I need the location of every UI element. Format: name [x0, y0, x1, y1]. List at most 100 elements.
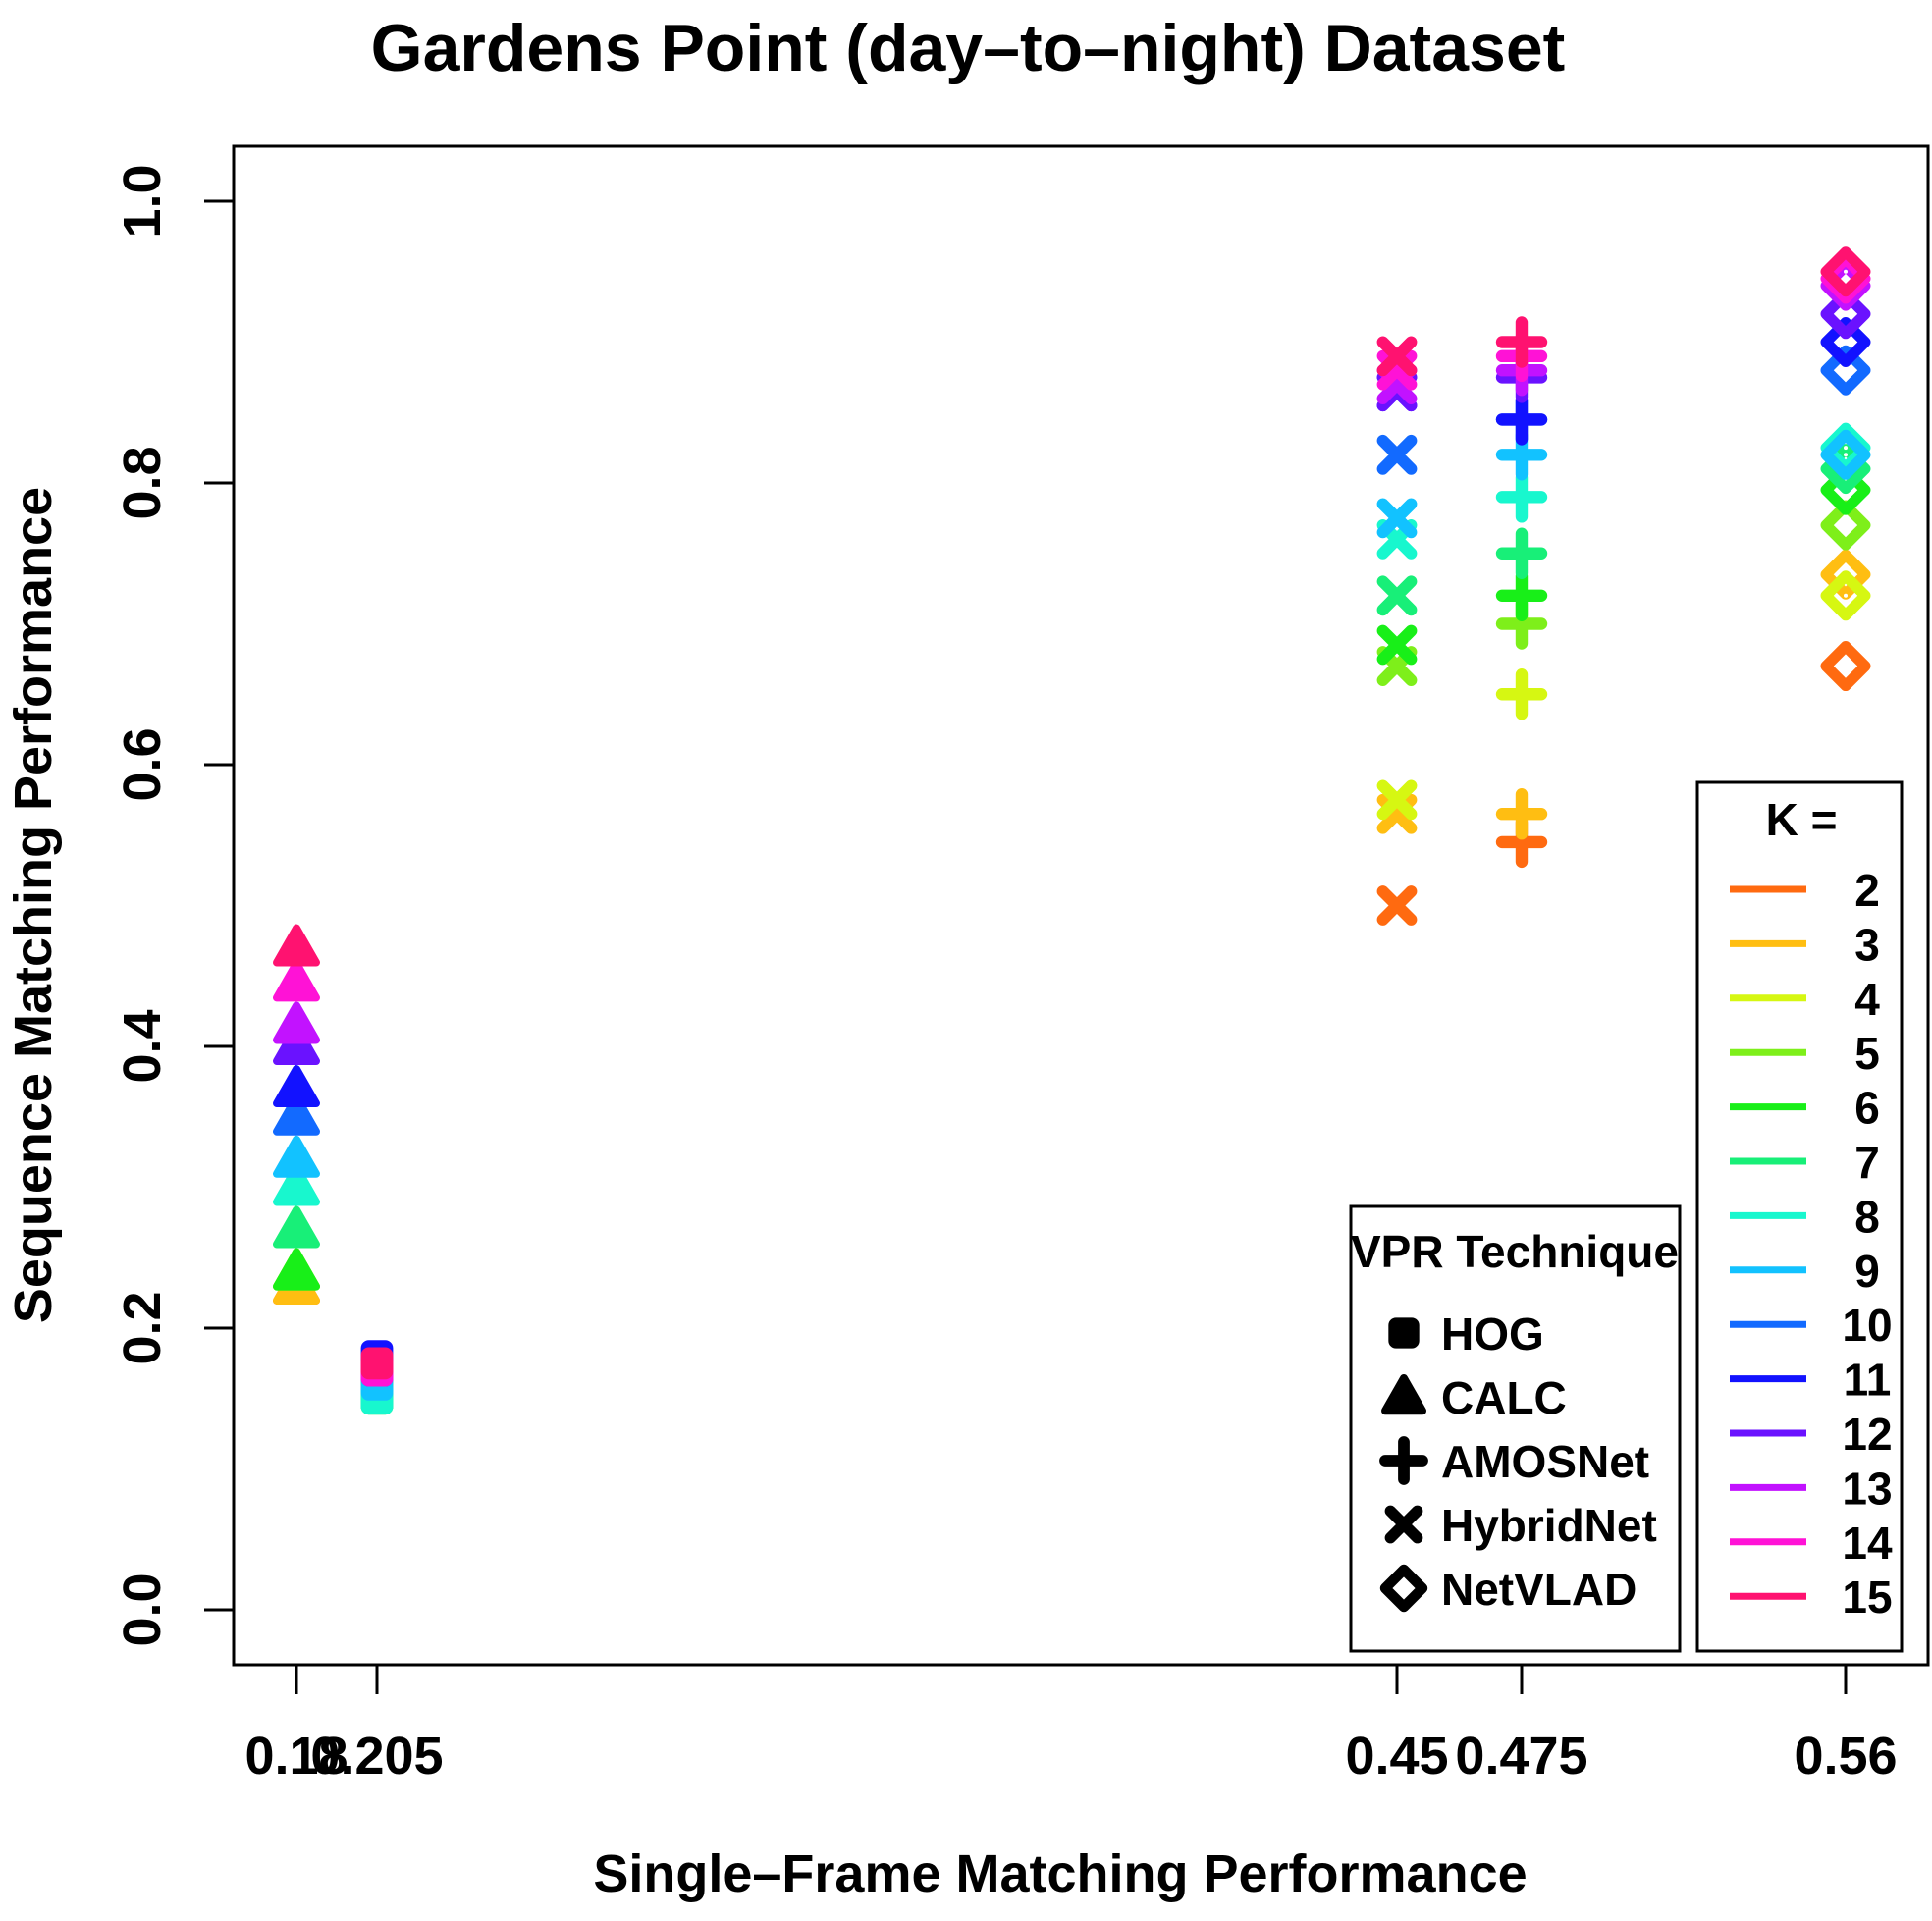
- technique-legend-item: AMOSNet: [1379, 1436, 1649, 1487]
- netvlad-point-k11: [1820, 317, 1871, 367]
- x-axis-title: Single–Frame Matching Performance: [593, 1844, 1527, 1903]
- hybridnet-point-k7: [1376, 575, 1418, 616]
- netvlad-point-k5: [1820, 500, 1871, 551]
- k-legend-label: 5: [1854, 1028, 1880, 1079]
- k-legend-item: 15: [1730, 1572, 1893, 1623]
- amosnet-point-k8: [1495, 471, 1548, 523]
- y-axis-title: Sequence Matching Performance: [4, 487, 63, 1323]
- netvlad-point-k2: [1820, 641, 1871, 692]
- k-legend-label: 14: [1842, 1518, 1893, 1569]
- calc-point-k15: [273, 924, 320, 967]
- netvlad-point-k9: [1820, 429, 1871, 480]
- series-hog: [360, 1340, 394, 1415]
- k-legend-label: 13: [1842, 1463, 1892, 1514]
- k-legend-item: 9: [1730, 1246, 1880, 1297]
- k-legend-label: 7: [1854, 1137, 1880, 1188]
- k-legend-item: 12: [1730, 1409, 1893, 1460]
- technique-legend-label: CALC: [1441, 1372, 1567, 1423]
- y-tick-label: 0.8: [113, 446, 172, 519]
- technique-legend-label: NetVLAD: [1441, 1564, 1637, 1615]
- k-legend-item: 14: [1730, 1518, 1893, 1569]
- amosnet-legend-symbol: [1379, 1436, 1428, 1485]
- netvlad-point-k4: [1820, 570, 1871, 621]
- netvlad-legend-symbol: [1379, 1564, 1428, 1613]
- k-legend-item: 4: [1730, 974, 1880, 1025]
- netvlad-point-k8-center: [1844, 446, 1848, 451]
- k-legend-label: 11: [1844, 1355, 1892, 1406]
- data-points: [273, 246, 1871, 1415]
- calc-point-k14: [273, 959, 320, 1002]
- k-legend-label: 12: [1842, 1409, 1892, 1460]
- hybridnet-point-k15: [1376, 336, 1418, 377]
- k-legend-title: K =: [1766, 794, 1838, 845]
- technique-legend: VPR Technique HOG CALC AMOSNet HybridNet Net…: [1349, 1204, 1682, 1653]
- series-amosnet: [1495, 316, 1548, 869]
- hybridnet-point-k6: [1376, 624, 1418, 666]
- k-legend-item: 11: [1730, 1355, 1891, 1406]
- k-legend-item: 10: [1730, 1300, 1893, 1351]
- x-tick-label: 0.56: [1794, 1727, 1897, 1786]
- amosnet-point-k6: [1495, 569, 1548, 621]
- calc-point-k7: [273, 1205, 320, 1249]
- k-legend-label: 3: [1854, 919, 1880, 970]
- technique-legend-label: HybridNet: [1441, 1500, 1657, 1551]
- k-legend-item: 13: [1730, 1463, 1893, 1514]
- k-legend-item: 2: [1730, 865, 1880, 916]
- hybridnet-legend-symbol: [1384, 1505, 1423, 1544]
- netvlad-point-k2-center: [1844, 664, 1848, 668]
- k-legend-item: 8: [1730, 1191, 1880, 1242]
- y-tick-label: 0.6: [113, 727, 172, 801]
- netvlad-point-k12: [1820, 289, 1871, 340]
- x-tick-label: 0.205: [310, 1727, 443, 1786]
- y-tick-label: 1.0: [113, 164, 172, 238]
- amosnet-point-k7: [1495, 527, 1548, 579]
- amosnet-point-k15: [1495, 316, 1548, 368]
- hybridnet-point-k10: [1376, 434, 1418, 475]
- k-legend-label: 4: [1854, 974, 1880, 1025]
- k-legend-item: 3: [1730, 919, 1880, 970]
- series-hybridnet: [1376, 336, 1418, 926]
- x-tick-label: 0.18: [244, 1727, 348, 1786]
- technique-legend-title: VPR Technique: [1351, 1226, 1679, 1277]
- k-legend-label: 15: [1842, 1572, 1892, 1623]
- k-legend-label: 6: [1854, 1083, 1880, 1134]
- x-tick-label: 0.475: [1455, 1727, 1587, 1786]
- y-axis: 0.0 0.2 0.4 0.6 0.8 1.0: [113, 164, 236, 1647]
- hybridnet-point-k9: [1376, 498, 1418, 539]
- series-calc: [273, 924, 320, 1305]
- netvlad-point-k9-center: [1844, 453, 1848, 457]
- amosnet-point-k4: [1495, 668, 1548, 720]
- k-legend-label: 10: [1842, 1300, 1892, 1351]
- k-legend-item: 7: [1730, 1137, 1880, 1188]
- technique-legend-item: NetVLAD: [1379, 1564, 1637, 1615]
- amosnet-point-k3: [1495, 788, 1548, 840]
- k-legend-item: 5: [1730, 1028, 1880, 1079]
- k-legend-label: 8: [1854, 1191, 1880, 1242]
- k-legend-item: 6: [1730, 1083, 1880, 1134]
- k-legend-label: 2: [1854, 865, 1880, 916]
- y-tick-label: 0.4: [113, 1009, 172, 1083]
- netvlad-point-k4-center: [1844, 593, 1848, 598]
- netvlad-point-k5-center: [1844, 523, 1848, 528]
- technique-legend-item: HybridNet: [1384, 1500, 1657, 1551]
- netvlad-point-k10: [1820, 345, 1871, 396]
- netvlad-point-k15-center: [1844, 269, 1848, 274]
- technique-legend-label: AMOSNet: [1441, 1436, 1649, 1487]
- chart-title: Gardens Point (day–to–night) Dataset: [371, 11, 1566, 85]
- technique-legend-item: CALC: [1381, 1372, 1567, 1423]
- x-tick-label: 0.45: [1345, 1727, 1448, 1786]
- calc-point-k13: [273, 1001, 320, 1044]
- calc-point-k12: [273, 1023, 320, 1065]
- technique-legend-item: HOG: [1388, 1308, 1544, 1360]
- netvlad-point-k10-center: [1844, 368, 1848, 373]
- netvlad-point-k12-center: [1844, 311, 1848, 316]
- hog-legend-symbol: [1388, 1317, 1420, 1349]
- y-tick-label: 0.2: [113, 1291, 172, 1364]
- netvlad-legend-symbol-center: [1402, 1586, 1406, 1590]
- calc-point-k8: [273, 1163, 320, 1206]
- netvlad-point-k15: [1820, 246, 1871, 297]
- netvlad-point-k14-center: [1844, 276, 1848, 281]
- k-legend-label: 9: [1854, 1246, 1880, 1297]
